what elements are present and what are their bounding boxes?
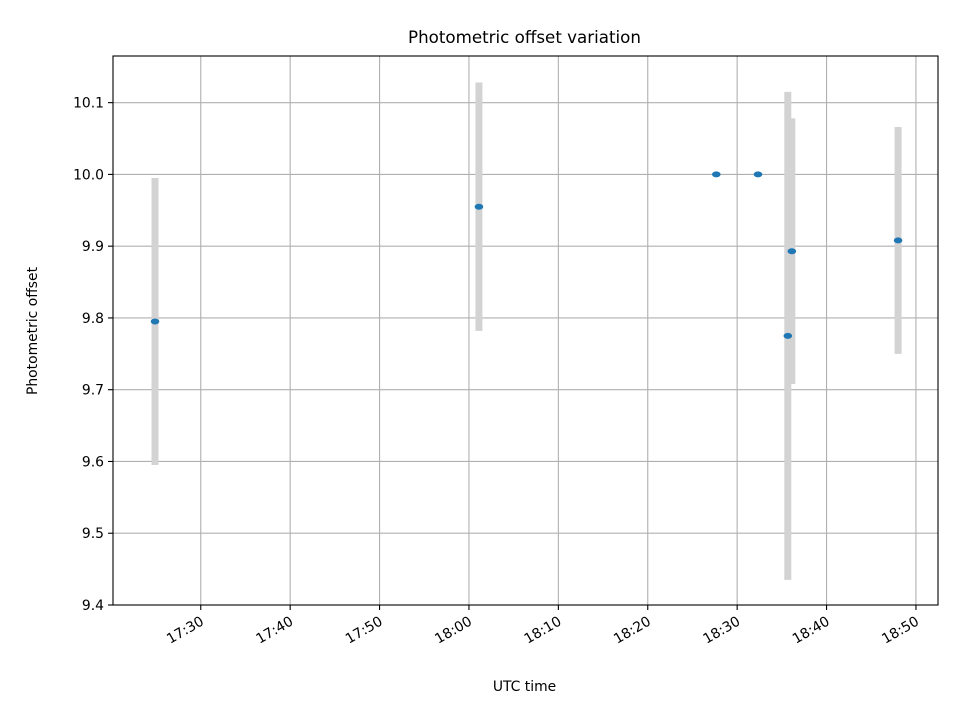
- x-axis-label: UTC time: [493, 679, 556, 695]
- y-tick-label: 9.5: [82, 526, 104, 542]
- data-point: [711, 171, 721, 178]
- data-point: [783, 332, 793, 339]
- chart-title: Photometric offset variation: [408, 27, 641, 47]
- y-axis-ticks: 9.4 9.5 9.6 9.7 9.8 9.9 10.0 10.1: [73, 96, 113, 614]
- plot-area-frame: [112, 55, 939, 606]
- data-point: [893, 237, 903, 244]
- data-point: [787, 248, 797, 255]
- data-points: [150, 171, 903, 339]
- data-point: [474, 203, 484, 210]
- y-tick-label: 9.9: [82, 239, 104, 255]
- data-point: [150, 318, 160, 325]
- y-tick-label: 9.8: [82, 311, 104, 327]
- y-tick-label: 10.0: [73, 167, 104, 183]
- y-axis-label: Photometric offset: [25, 266, 41, 395]
- data-point: [753, 171, 763, 178]
- y-tick-label: 10.1: [73, 96, 104, 112]
- y-tick-label: 9.6: [82, 454, 104, 470]
- y-tick-label: 9.7: [82, 383, 104, 399]
- y-tick-label: 9.4: [82, 598, 104, 614]
